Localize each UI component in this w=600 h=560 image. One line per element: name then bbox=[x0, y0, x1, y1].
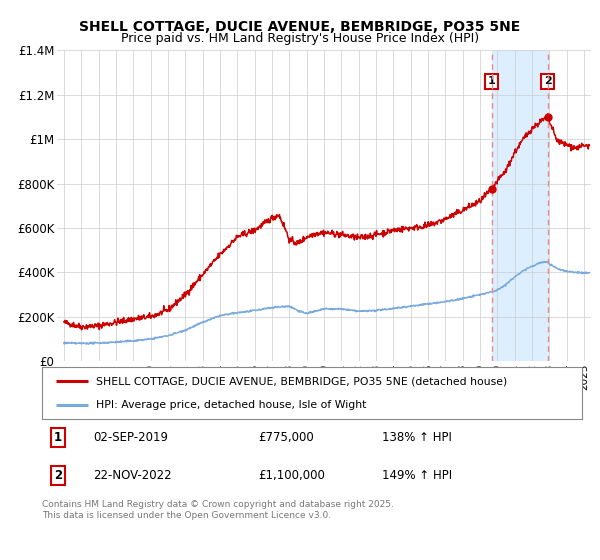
Text: 2: 2 bbox=[54, 469, 62, 482]
Text: 22-NOV-2022: 22-NOV-2022 bbox=[94, 469, 172, 482]
Text: 1: 1 bbox=[54, 431, 62, 444]
Text: 02-SEP-2019: 02-SEP-2019 bbox=[94, 431, 168, 444]
Text: £775,000: £775,000 bbox=[258, 431, 314, 444]
Text: HPI: Average price, detached house, Isle of Wight: HPI: Average price, detached house, Isle… bbox=[96, 400, 367, 410]
Text: SHELL COTTAGE, DUCIE AVENUE, BEMBRIDGE, PO35 5NE (detached house): SHELL COTTAGE, DUCIE AVENUE, BEMBRIDGE, … bbox=[96, 376, 507, 386]
Text: Contains HM Land Registry data © Crown copyright and database right 2025.
This d: Contains HM Land Registry data © Crown c… bbox=[42, 500, 394, 520]
Text: SHELL COTTAGE, DUCIE AVENUE, BEMBRIDGE, PO35 5NE: SHELL COTTAGE, DUCIE AVENUE, BEMBRIDGE, … bbox=[79, 20, 521, 34]
Text: 2: 2 bbox=[544, 77, 551, 86]
Text: Price paid vs. HM Land Registry's House Price Index (HPI): Price paid vs. HM Land Registry's House … bbox=[121, 32, 479, 45]
Text: 1: 1 bbox=[488, 77, 496, 86]
Text: 138% ↑ HPI: 138% ↑ HPI bbox=[382, 431, 452, 444]
Text: 149% ↑ HPI: 149% ↑ HPI bbox=[382, 469, 452, 482]
Text: £1,100,000: £1,100,000 bbox=[258, 469, 325, 482]
Bar bbox=[491, 50, 548, 361]
